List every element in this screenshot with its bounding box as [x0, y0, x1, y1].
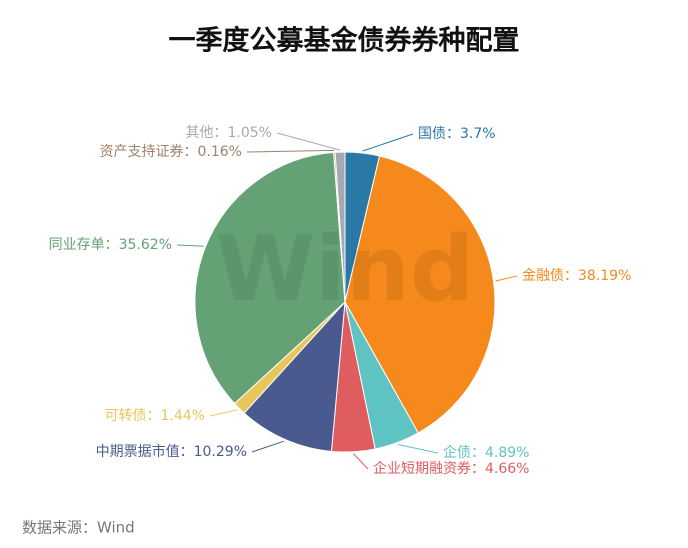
data-label: 国债：3.7%	[418, 126, 496, 142]
data-label: 金融债：38.19%	[522, 268, 631, 284]
leader-line	[246, 149, 335, 153]
pie-slice	[243, 300, 346, 452]
pie-slice	[194, 151, 346, 405]
pie-slice	[334, 151, 346, 303]
leader-line	[176, 244, 204, 247]
pie-slice	[344, 155, 496, 434]
data-label: 其他：1.05%	[186, 125, 272, 141]
data-label: 资产支持证券：0.16%	[100, 144, 242, 160]
watermark: Wind	[216, 217, 475, 322]
data-label: 可转债：1.44%	[105, 408, 205, 424]
leader-line	[362, 133, 414, 152]
data-label: 企债：4.89%	[443, 444, 529, 461]
leader-line	[397, 443, 439, 454]
leader-line	[209, 409, 238, 417]
leader-line	[251, 440, 285, 453]
leader-line	[276, 132, 341, 151]
data-label: 企业短期融资券：4.66%	[373, 460, 529, 477]
source: 数据来源：Wind	[22, 519, 135, 537]
data-label: 同业存单：35.62%	[49, 237, 172, 253]
leader-line	[353, 453, 369, 470]
leader-line	[495, 275, 518, 282]
chart-title: 一季度公募基金债券券种配置	[169, 25, 520, 57]
data-label: 中期票据市值：10.29%	[96, 443, 247, 460]
